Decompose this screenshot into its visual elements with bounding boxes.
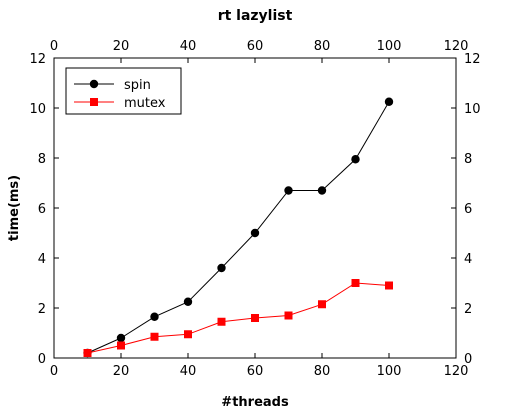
x-tick-label-top: 120 <box>444 39 469 54</box>
data-point-spin <box>351 155 360 164</box>
y-tick-label-left: 6 <box>38 202 46 217</box>
x-tick-label-bottom: 120 <box>444 364 469 379</box>
x-tick-label-top: 60 <box>247 39 264 54</box>
data-point-mutex <box>385 281 393 290</box>
data-point-mutex <box>284 311 293 320</box>
x-tick-label-bottom: 0 <box>50 364 58 379</box>
series-layer <box>83 97 394 358</box>
data-point-spin <box>250 228 260 238</box>
legend-label-spin: spin <box>124 78 151 93</box>
data-point-spin <box>317 186 327 195</box>
x-tick-label-top: 40 <box>180 39 197 54</box>
y-tick-label-left: 8 <box>38 152 46 167</box>
y-tick-label-left: 2 <box>38 302 46 317</box>
y-tick-label-right: 6 <box>464 202 472 217</box>
y-tick-label-left: 10 <box>29 102 46 117</box>
x-tick-label-bottom: 20 <box>113 364 130 379</box>
series-spin <box>83 97 394 358</box>
x-tick-label-top: 80 <box>314 39 331 54</box>
legend-box <box>65 67 182 115</box>
y-tick-label-right: 4 <box>464 252 472 267</box>
series-mutex <box>83 279 393 357</box>
y-tick-label-right: 2 <box>464 302 472 317</box>
x-tick-label-bottom: 60 <box>247 364 264 379</box>
y-tick-label-left: 0 <box>38 352 46 367</box>
x-tick-label-bottom: 100 <box>377 364 402 379</box>
data-point-mutex <box>351 279 360 287</box>
y-axis-title: time(ms) <box>7 175 22 241</box>
y-tick-label-right: 10 <box>464 102 481 117</box>
y-tick-label-right: 0 <box>464 352 472 367</box>
data-point-spin <box>183 297 193 306</box>
y-tick-label-right: 8 <box>464 152 472 167</box>
legend-marker-spin <box>89 79 99 89</box>
x-tick-label-bottom: 80 <box>314 364 331 379</box>
chart-title: rt lazylist <box>218 8 293 24</box>
series-line-mutex <box>87 282 390 354</box>
legend-label-mutex: mutex <box>124 96 166 111</box>
legend-marker-mutex <box>90 98 98 106</box>
y-tick-label-right: 12 <box>464 52 481 67</box>
data-point-spin <box>116 333 126 343</box>
data-point-spin <box>384 97 394 106</box>
data-point-spin <box>217 263 226 273</box>
data-point-mutex <box>184 330 192 339</box>
x-tick-label-top: 100 <box>377 39 402 54</box>
data-point-spin <box>150 312 159 321</box>
data-point-mutex <box>117 341 125 350</box>
x-tick-label-top: 0 <box>50 39 58 54</box>
legend: spin mutex <box>65 67 182 115</box>
data-point-mutex <box>150 332 159 341</box>
data-point-mutex <box>318 300 326 309</box>
data-point-mutex <box>217 317 226 326</box>
data-point-spin <box>284 186 293 195</box>
y-tick-label-left: 12 <box>29 52 46 67</box>
series-line-spin <box>87 101 390 354</box>
data-point-mutex <box>83 349 92 357</box>
x-tick-label-top: 20 <box>113 39 130 54</box>
data-point-mutex <box>251 314 259 322</box>
x-tick-label-bottom: 40 <box>180 364 197 379</box>
y-tick-label-left: 4 <box>38 252 46 267</box>
x-axis-title: #threads <box>221 395 289 410</box>
